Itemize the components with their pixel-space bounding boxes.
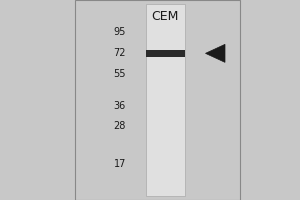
Text: 72: 72	[113, 48, 126, 58]
Text: CEM: CEM	[151, 10, 179, 23]
Text: 28: 28	[114, 121, 126, 131]
Bar	[146, 4, 184, 196]
Bar	[75, 0, 240, 200]
Bar	[146, 50, 184, 57]
Text: 95: 95	[114, 27, 126, 37]
Text: 55: 55	[113, 69, 126, 79]
Text: 17: 17	[114, 159, 126, 169]
Text: 36: 36	[114, 101, 126, 111]
Polygon shape	[206, 44, 225, 62]
